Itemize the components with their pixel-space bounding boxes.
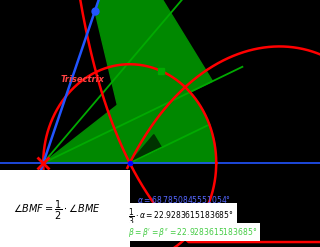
- Text: $\beta = \beta' = \beta'' = 22.9283615183685°$: $\beta = \beta' = \beta'' = 22.928361518…: [128, 226, 257, 239]
- Polygon shape: [130, 135, 162, 163]
- Text: Trisectrix: Trisectrix: [60, 75, 104, 84]
- Polygon shape: [43, 71, 216, 163]
- Text: $\angle BMF = \dfrac{1}{2} \cdot \angle BME$: $\angle BMF = \dfrac{1}{2} \cdot \angle …: [13, 199, 101, 222]
- Text: $\alpha = 68.7850845551054°$: $\alpha = 68.7850845551054°$: [137, 194, 231, 205]
- Polygon shape: [95, 0, 212, 125]
- Text: $\dfrac{1}{3} \cdot \alpha = 22.9283615183685°$: $\dfrac{1}{3} \cdot \alpha = 22.92836151…: [128, 206, 234, 226]
